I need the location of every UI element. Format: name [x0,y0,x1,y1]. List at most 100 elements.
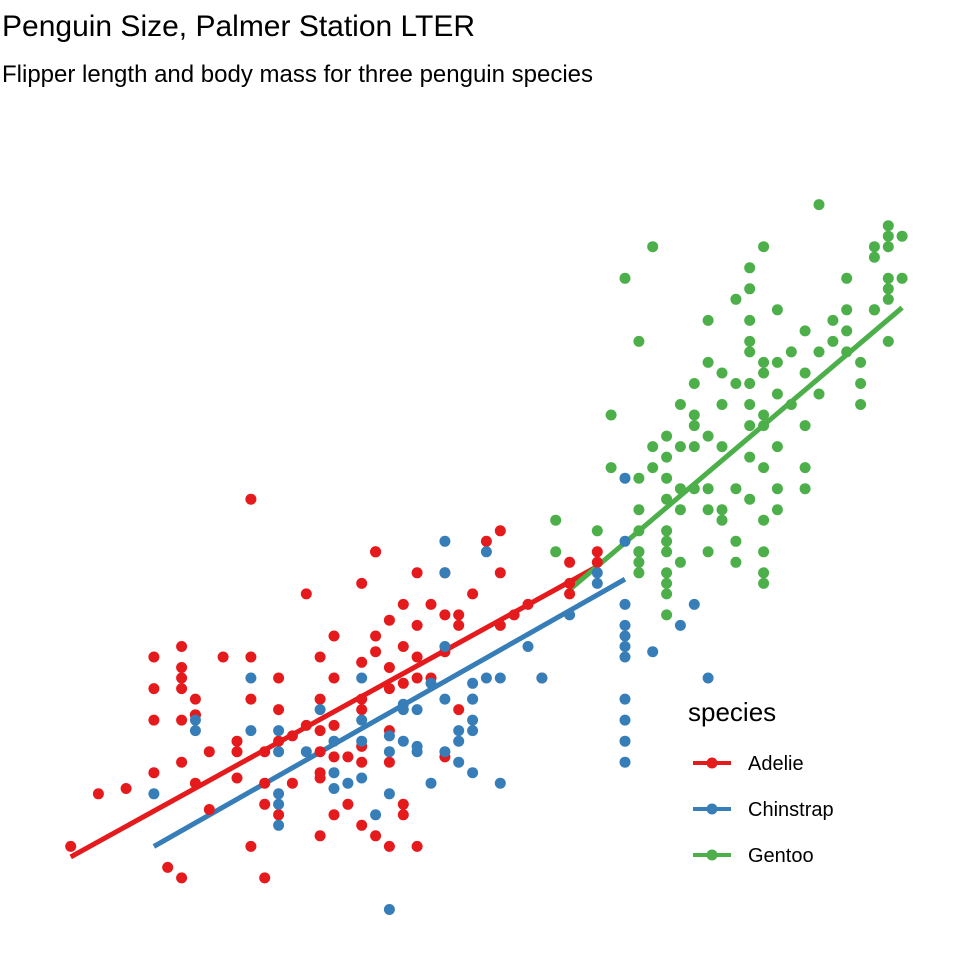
point-gentoo [661,472,673,484]
point-gentoo [688,420,700,432]
point-chinstrap [564,609,576,621]
point-gentoo [771,504,783,516]
point-chinstrap [591,567,603,579]
point-adelie [370,646,382,658]
point-gentoo [758,514,770,526]
point-gentoo [799,325,811,337]
point-gentoo [633,546,645,558]
point-chinstrap [619,735,631,747]
point-adelie [176,641,188,652]
point-gentoo [702,356,714,368]
point-adelie [273,735,285,747]
legend-title: species [688,697,776,727]
legend-label: Chinstrap [748,799,834,821]
point-chinstrap [356,772,368,784]
point-gentoo [591,525,603,537]
point-gentoo [716,367,728,379]
point-adelie [245,840,257,852]
point-adelie [245,693,257,705]
point-chinstrap [453,756,465,768]
point-adelie [383,614,395,626]
point-chinstrap [619,535,631,547]
point-chinstrap [494,672,506,684]
point-chinstrap [591,577,603,589]
point-gentoo [758,577,770,589]
point-chinstrap [439,567,451,579]
point-adelie [397,798,409,810]
point-adelie [162,861,174,873]
legend-item-chinstrap: Chinstrap [693,799,834,821]
point-chinstrap [328,783,340,794]
point-gentoo [855,378,867,389]
point-gentoo [841,304,853,316]
point-adelie [356,693,368,705]
point-adelie [203,804,215,815]
point-gentoo [702,504,714,516]
point-chinstrap [328,767,340,779]
point-chinstrap [148,788,160,800]
point-adelie [564,556,576,568]
point-adelie [300,719,312,731]
point-gentoo [799,462,811,474]
point-gentoo [674,441,686,453]
point-gentoo [799,420,811,432]
point-gentoo [633,556,645,568]
point-gentoo [688,483,700,495]
point-gentoo [813,199,825,211]
point-adelie [245,493,257,505]
point-adelie [453,704,465,716]
point-adelie [453,619,465,631]
point-chinstrap [439,641,451,652]
point-gentoo [674,504,686,516]
point-gentoo [744,335,756,347]
point-gentoo [661,525,673,537]
point-chinstrap [467,677,479,689]
point-adelie [397,598,409,610]
point-adelie [148,714,160,726]
point-adelie [273,809,285,821]
point-gentoo [661,546,673,558]
point-chinstrap [189,714,201,726]
point-adelie [245,651,257,663]
point-gentoo [771,304,783,316]
point-adelie [411,619,423,631]
chart-subtitle: Flipper length and body mass for three p… [2,61,594,88]
point-adelie [342,798,354,810]
point-chinstrap [439,746,451,758]
point-gentoo [661,567,673,579]
point-gentoo [674,399,686,410]
point-adelie [356,819,368,831]
point-gentoo [633,567,645,579]
point-adelie [328,719,340,731]
point-chinstrap [522,641,534,652]
point-adelie [176,756,188,768]
point-adelie [383,662,395,673]
point-gentoo [771,356,783,368]
point-adelie [356,704,368,716]
point-chinstrap [245,725,257,737]
point-gentoo [702,546,714,558]
point-adelie [591,556,603,568]
legend-key-dot [706,757,718,769]
point-adelie [467,588,479,600]
point-gentoo [744,262,756,274]
point-adelie [397,677,409,689]
point-gentoo [896,272,908,284]
point-gentoo [744,493,756,505]
legend-item-adelie: Adelie [693,753,804,775]
point-chinstrap [245,672,257,684]
point-adelie [356,756,368,768]
point-chinstrap [480,546,492,558]
point-chinstrap [425,777,437,789]
point-gentoo [730,556,742,568]
point-chinstrap [273,788,285,800]
point-adelie [383,756,395,768]
point-gentoo [813,388,825,400]
point-gentoo [785,399,797,410]
point-chinstrap [356,672,368,684]
point-adelie [522,598,534,610]
point-adelie [314,725,326,737]
point-gentoo [744,420,756,432]
point-gentoo [550,514,562,526]
